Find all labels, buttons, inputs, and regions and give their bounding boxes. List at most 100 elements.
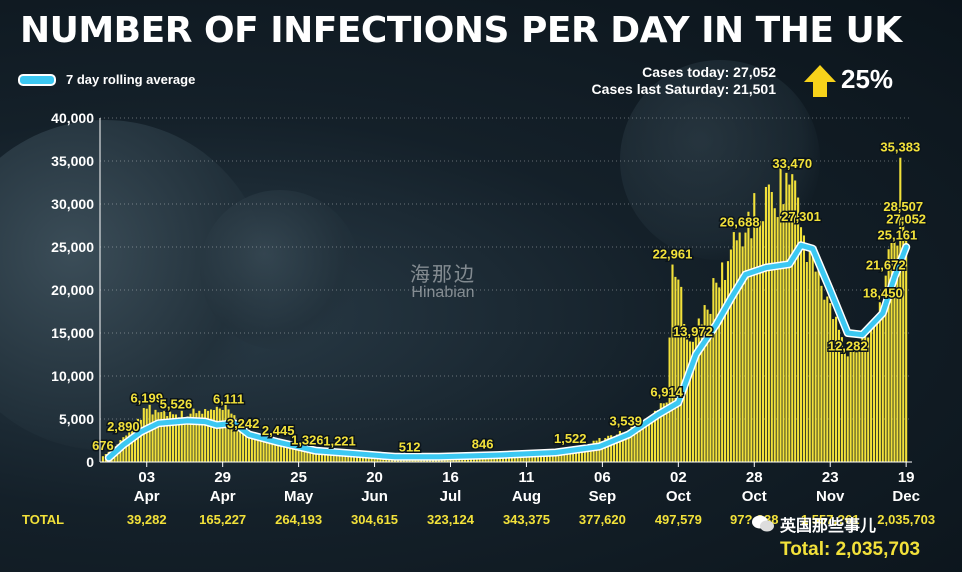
daily-cases-bar bbox=[624, 431, 627, 462]
daily-cases-bar bbox=[253, 434, 256, 462]
daily-cases-bar bbox=[875, 320, 879, 462]
rolling-average-series bbox=[106, 242, 909, 461]
daily-cases-bar bbox=[218, 408, 221, 462]
daily-cases-bar bbox=[656, 410, 659, 462]
daily-cases-bar bbox=[224, 404, 227, 462]
data-label: 6,914 bbox=[650, 385, 683, 400]
wechat-icon bbox=[752, 515, 774, 532]
daily-cases-bar bbox=[694, 333, 697, 462]
daily-cases-bar bbox=[204, 409, 207, 462]
x-tick-day: 03 bbox=[138, 469, 155, 486]
daily-cases-bar bbox=[294, 447, 297, 462]
data-label: 2,890 bbox=[107, 419, 140, 434]
data-label: 12,282 bbox=[828, 338, 868, 353]
daily-cases-bar bbox=[560, 450, 563, 462]
x-tick-month: Apr bbox=[134, 488, 160, 505]
daily-cases-bar bbox=[788, 184, 791, 462]
x-tick-month: May bbox=[284, 488, 314, 505]
daily-cases-bar bbox=[688, 341, 692, 462]
data-label: 21,672 bbox=[866, 258, 906, 273]
legend-swatch bbox=[18, 73, 56, 86]
x-tick-day: 16 bbox=[442, 469, 459, 486]
daily-cases-bar bbox=[332, 452, 335, 462]
daily-cases-bar bbox=[125, 435, 128, 462]
daily-cases-bar bbox=[686, 331, 689, 462]
legend: 7 day rolling average bbox=[18, 72, 195, 87]
cases-summary: Cases today: 27,052 Cases last Saturday:… bbox=[592, 64, 776, 98]
daily-cases-bar bbox=[905, 229, 908, 462]
daily-cases-bar bbox=[189, 413, 192, 462]
daily-cases-bar bbox=[840, 337, 843, 462]
daily-cases-bar bbox=[139, 419, 142, 462]
data-label: 35,383 bbox=[880, 140, 920, 155]
daily-cases-bar bbox=[887, 249, 890, 462]
data-label: 18,450 bbox=[863, 285, 903, 300]
y-tick-label: 15,000 bbox=[51, 325, 94, 341]
daily-cases-bar bbox=[744, 232, 747, 462]
daily-cases-bar bbox=[846, 356, 849, 462]
daily-cases-bar bbox=[575, 448, 578, 462]
daily-cases-bar bbox=[645, 419, 648, 462]
daily-cases-bar bbox=[242, 434, 245, 462]
daily-cases-bar bbox=[648, 418, 651, 462]
daily-cases-bar bbox=[829, 303, 832, 462]
total-value: 497,579 bbox=[655, 512, 702, 527]
data-label: 2,445 bbox=[262, 423, 295, 438]
chart-title: NUMBER OF INFECTIONS PER DAY IN THE UK bbox=[20, 10, 902, 51]
daily-cases-bar bbox=[180, 410, 183, 462]
daily-cases-bar bbox=[607, 435, 610, 462]
daily-cases-bar bbox=[580, 445, 583, 462]
daily-cases-bar bbox=[557, 450, 560, 462]
total-summary: Total: 2,035,703 bbox=[780, 539, 921, 560]
data-label: 1,221 bbox=[323, 433, 356, 448]
totals-row-label: TOTAL bbox=[22, 512, 64, 527]
watermark-cn: 海那边 bbox=[410, 264, 476, 286]
daily-cases-bar bbox=[823, 299, 826, 462]
daily-cases-bar bbox=[171, 414, 175, 462]
x-tick-day: 23 bbox=[822, 469, 839, 486]
daily-cases-bar bbox=[277, 440, 280, 462]
total-value: 165,227 bbox=[199, 512, 246, 527]
daily-cases-bar bbox=[732, 232, 735, 462]
x-tick-day: 20 bbox=[366, 469, 383, 486]
daily-cases-bar bbox=[595, 440, 598, 462]
daily-cases-bar bbox=[785, 172, 788, 462]
daily-cases-bar bbox=[805, 262, 808, 462]
daily-cases-bar bbox=[136, 418, 140, 462]
daily-cases-bar bbox=[166, 416, 169, 462]
daily-cases-bar bbox=[817, 262, 820, 462]
daily-cases-bar bbox=[665, 402, 668, 462]
daily-cases-bar bbox=[265, 440, 268, 462]
daily-cases-bar bbox=[843, 350, 846, 462]
daily-cases-bar bbox=[680, 286, 683, 462]
total-value: 39,282 bbox=[127, 512, 167, 527]
daily-cases-bar bbox=[703, 305, 706, 462]
daily-cases-bar bbox=[881, 303, 884, 462]
daily-cases-bar bbox=[282, 442, 286, 462]
daily-cases-bar bbox=[154, 409, 157, 462]
cases-today: Cases today: 27,052 bbox=[642, 64, 776, 80]
data-label: 33,470 bbox=[772, 156, 812, 171]
daily-cases-bar bbox=[761, 221, 765, 462]
total-value: 323,124 bbox=[427, 512, 475, 527]
daily-cases-bar bbox=[151, 414, 154, 462]
daily-cases-bar bbox=[233, 415, 236, 462]
daily-cases-bar bbox=[312, 450, 315, 462]
daily-cases-bar bbox=[212, 410, 215, 462]
daily-cases-bar bbox=[677, 279, 680, 462]
totals-row: TOTAL 39,282 165,227 264,193 304,615 323,124 3… bbox=[22, 512, 935, 527]
daily-cases-bar bbox=[280, 442, 283, 462]
daily-cases-bar bbox=[741, 246, 744, 462]
daily-cases-bar bbox=[157, 412, 160, 462]
x-tick-month: Nov bbox=[816, 488, 845, 505]
data-label: 26,688 bbox=[720, 214, 760, 229]
rolling-average-line bbox=[104, 241, 911, 462]
daily-cases-bar bbox=[753, 193, 756, 462]
total-value: 377,620 bbox=[579, 512, 626, 527]
y-tick-label: 25,000 bbox=[51, 239, 94, 255]
daily-cases-bar bbox=[323, 452, 326, 462]
daily-cases-bar bbox=[239, 430, 242, 462]
data-label: 3,539 bbox=[609, 414, 642, 429]
daily-cases-bar bbox=[808, 251, 811, 462]
